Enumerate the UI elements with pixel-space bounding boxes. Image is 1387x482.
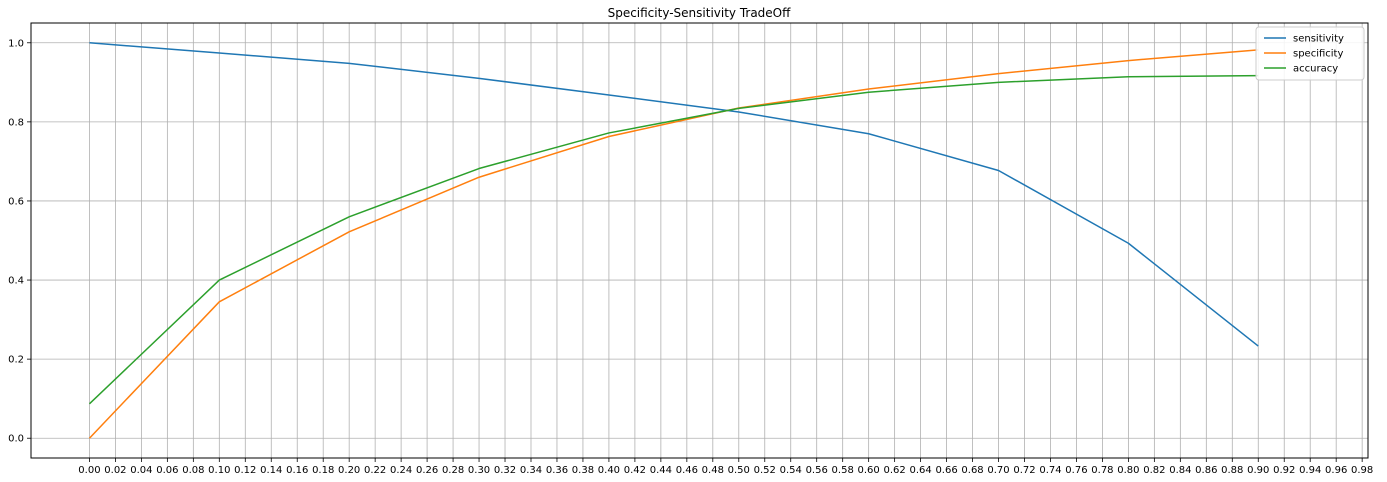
x-tick-label: 0.04 <box>130 465 152 476</box>
x-tick-label: 0.44 <box>650 465 672 476</box>
x-tick-label: 0.94 <box>1299 465 1321 476</box>
x-tick-label: 0.32 <box>494 465 516 476</box>
x-tick-label: 0.76 <box>1065 465 1087 476</box>
x-tick-label: 0.38 <box>572 465 594 476</box>
x-tick-label: 0.82 <box>1143 465 1165 476</box>
y-tick-label: 0.4 <box>8 276 24 287</box>
x-tick-label: 0.28 <box>442 465 464 476</box>
x-tick-label: 0.88 <box>1221 465 1243 476</box>
x-tick-label: 0.20 <box>338 465 360 476</box>
x-tick-label: 0.40 <box>598 465 620 476</box>
y-tick-label: 0.0 <box>8 434 24 445</box>
x-tick-label: 0.86 <box>1195 465 1217 476</box>
x-tick-label: 0.50 <box>728 465 750 476</box>
x-tick-label: 0.36 <box>546 465 568 476</box>
x-axis: 0.00 0.02 0.04 0.06 0.08 0.10 0.12 0.14 0.16 0.18… <box>78 458 1373 476</box>
x-tick-label: 0.66 <box>935 465 957 476</box>
grid-lines <box>31 23 1368 458</box>
x-tick-label: 0.74 <box>1039 465 1061 476</box>
x-tick-label: 0.90 <box>1247 465 1269 476</box>
x-tick-label: 0.10 <box>208 465 230 476</box>
x-tick-label: 0.70 <box>987 465 1009 476</box>
chart-title: Specificity-Sensitivity TradeOff <box>608 6 792 20</box>
x-tick-label: 0.22 <box>364 465 386 476</box>
x-tick-label: 0.14 <box>260 465 282 476</box>
plot-frame <box>30 22 1369 459</box>
x-tick-label: 0.64 <box>909 465 931 476</box>
x-tick-label: 0.24 <box>390 465 412 476</box>
legend-box <box>1255 26 1365 81</box>
legend-label-sensitivity: sensitivity <box>1293 34 1344 45</box>
y-tick-label: 0.8 <box>8 117 24 128</box>
x-tick-label: 0.98 <box>1351 465 1373 476</box>
x-tick-label: 0.60 <box>858 465 880 476</box>
x-tick-label: 0.58 <box>832 465 854 476</box>
x-tick-label: 0.16 <box>286 465 308 476</box>
x-tick-label: 0.78 <box>1091 465 1113 476</box>
series-line-sensitivity <box>89 42 1259 347</box>
x-tick-label: 0.42 <box>624 465 646 476</box>
series-line-accuracy <box>88 74 1259 405</box>
x-tick-label: 0.72 <box>1013 465 1035 476</box>
x-tick-label: 0.26 <box>416 465 438 476</box>
x-tick-label: 0.02 <box>104 465 126 476</box>
x-tick-label: 0.80 <box>1117 465 1139 476</box>
legend-label-accuracy: accuracy <box>1293 64 1338 75</box>
x-tick-label: 0.52 <box>754 465 776 476</box>
y-axis: 0.0 0.2 0.4 0.6 0.8 1.0 <box>8 38 31 445</box>
x-tick-label: 0.46 <box>676 465 698 476</box>
series-line-specificity <box>88 49 1259 439</box>
x-tick-label: 0.62 <box>883 465 905 476</box>
x-tick-label: 0.54 <box>780 465 802 476</box>
x-tick-label: 0.48 <box>702 465 724 476</box>
y-tick-label: 1.0 <box>8 38 24 49</box>
x-tick-label: 0.34 <box>520 465 542 476</box>
x-tick-label: 0.00 <box>78 465 100 476</box>
x-tick-label: 0.12 <box>234 465 256 476</box>
y-tick-label: 0.2 <box>8 355 24 366</box>
x-tick-label: 0.06 <box>156 465 178 476</box>
x-tick-label: 0.30 <box>468 465 490 476</box>
legend: sensitivity specificity accuracy <box>1255 26 1365 81</box>
x-tick-label: 0.56 <box>806 465 828 476</box>
x-tick-label: 0.18 <box>312 465 334 476</box>
x-tick-label: 0.92 <box>1273 465 1295 476</box>
x-tick-label: 0.96 <box>1325 465 1347 476</box>
x-tick-label: 0.68 <box>961 465 983 476</box>
x-tick-label: 0.84 <box>1169 465 1191 476</box>
x-tick-label: 0.08 <box>182 465 204 476</box>
y-tick-label: 0.6 <box>8 196 24 207</box>
legend-label-specificity: specificity <box>1293 49 1343 60</box>
series-lines <box>88 42 1259 439</box>
